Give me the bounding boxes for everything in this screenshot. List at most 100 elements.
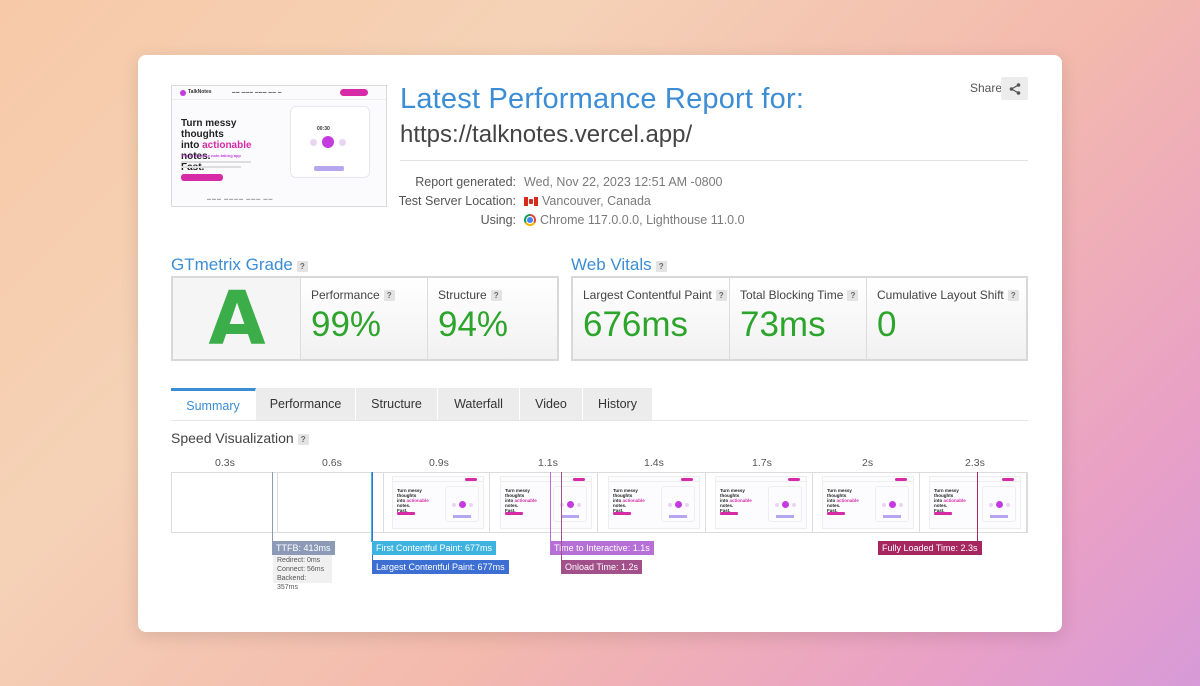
structure-metric: Structure? 94%: [428, 278, 557, 359]
ttfb-backend: Backend: 357ms: [277, 575, 307, 591]
thumb-cta-button: [181, 174, 223, 181]
thumb-headline-2c: notes.: [181, 151, 211, 162]
frame-recorder: [553, 486, 587, 522]
help-icon[interactable]: ?: [1007, 290, 1019, 301]
frame-headline-1: Turn messy thoughts: [827, 488, 852, 498]
speed-visualization-title: Speed Visualization?: [171, 430, 309, 446]
filmstrip-frame[interactable]: Turn messy thoughts into actionable notes…: [384, 473, 490, 532]
help-icon[interactable]: ?: [847, 290, 859, 301]
share-button[interactable]: [1001, 77, 1028, 100]
web-vitals-title: Web Vitals?: [571, 255, 667, 275]
frame-cta: [720, 512, 738, 515]
meta-label-generated: Report generated:: [415, 175, 516, 189]
frame-action-bar: [453, 515, 471, 518]
frame-headline-1: Turn messy thoughts: [720, 488, 745, 498]
frame-page-preview: Turn messy thoughts into actionable notes…: [822, 476, 914, 529]
meta-label-location: Test Server Location:: [398, 194, 516, 208]
filmstrip-frame[interactable]: Turn messy thoughts into actionable notes…: [600, 473, 706, 532]
frame-control-icon: [882, 503, 886, 507]
frame-headline-1: Turn messy thoughts: [505, 488, 530, 498]
ttfb-connect: Connect: 56ms: [277, 566, 325, 573]
frame-headline-2b: actionable: [943, 498, 966, 503]
cls-value: 0: [877, 305, 897, 344]
frame-cta: [505, 512, 523, 515]
frame-control-icon: [577, 503, 581, 507]
time-label: 0.6s: [322, 457, 342, 469]
filmstrip-frame-blank[interactable]: [278, 473, 384, 532]
fcp-marker-line: [371, 472, 372, 542]
report-tabs: Summary Performance Structure Waterfall …: [171, 388, 653, 420]
thumb-mic-icon: [322, 136, 334, 148]
meta-label-using: Using:: [480, 213, 516, 227]
help-icon[interactable]: ?: [297, 434, 309, 445]
frame-control-icon: [560, 503, 564, 507]
divider: [400, 160, 1028, 161]
help-icon[interactable]: ?: [383, 290, 395, 301]
tab-history[interactable]: History: [583, 388, 653, 420]
tab-structure[interactable]: Structure: [356, 388, 438, 420]
frame-headline-3: Fast.: [397, 508, 408, 513]
frame-headline-3: Fast.: [720, 508, 731, 513]
frame-headline: Turn messy thoughts into actionable notes…: [613, 488, 657, 513]
report-url[interactable]: https://talknotes.vercel.app/: [400, 121, 693, 148]
frame-headline: Turn messy thoughts into actionable notes…: [827, 488, 871, 513]
frame-headline-2c: notes.: [720, 503, 734, 508]
tab-waterfall[interactable]: Waterfall: [438, 388, 520, 420]
tab-performance[interactable]: Performance: [256, 388, 356, 420]
filmstrip[interactable]: Turn messy thoughts into actionable notes…: [171, 472, 1028, 533]
ttfb-marker[interactable]: TTFB: 413ms: [272, 541, 335, 555]
frame-control-icon: [792, 503, 796, 507]
frame-headline-2c: notes.: [827, 503, 841, 508]
fully-loaded-marker[interactable]: Fully Loaded Time: 2.3s: [878, 541, 982, 555]
filmstrip-frame[interactable]: Turn messy thoughts into actionable notes…: [921, 473, 1027, 532]
frame-headline: Turn messy thoughts into actionable notes…: [505, 488, 549, 513]
time-label: 0.9s: [429, 457, 449, 469]
frame-action-bar: [990, 515, 1008, 518]
frame-mic-icon: [782, 501, 789, 508]
thumb-timer: 00:30: [317, 126, 330, 132]
structure-value: 94%: [438, 305, 509, 344]
tab-video[interactable]: Video: [520, 388, 583, 420]
frame-headline-2a: into: [934, 498, 944, 503]
filmstrip-frame[interactable]: Turn messy thoughts into actionable notes…: [707, 473, 813, 532]
filmstrip-frame-blank[interactable]: [172, 473, 278, 532]
tabs-underline: [171, 420, 1028, 421]
frame-page-preview: Turn messy thoughts into actionable notes…: [929, 476, 1021, 529]
frame-headline-3: Fast.: [613, 508, 624, 513]
help-icon[interactable]: ?: [715, 290, 727, 301]
frame-page-preview: Turn messy thoughts into actionable notes…: [715, 476, 807, 529]
lcp-marker[interactable]: Largest Contentful Paint: 677ms: [372, 560, 509, 574]
help-icon[interactable]: ?: [296, 261, 308, 272]
tbt-label-text: Total Blocking Time: [740, 288, 844, 302]
gtmetrix-grade-panel: A Performance? 99% Structure? 94%: [171, 276, 559, 362]
frame-nav-button: [895, 478, 907, 481]
frame-nav: [501, 477, 591, 482]
thumb-nav-button: [340, 89, 368, 96]
frame-page-preview: Turn messy thoughts into actionable notes…: [500, 476, 592, 529]
frame-mic-icon: [675, 501, 682, 508]
frame-mic-icon: [567, 501, 574, 508]
grade-letter: A: [208, 276, 266, 362]
frame-headline-2a: into: [720, 498, 730, 503]
help-icon[interactable]: ?: [490, 290, 502, 301]
ttfb-marker-line: [272, 472, 273, 542]
frame-control-icon: [668, 503, 672, 507]
site-screenshot-thumbnail[interactable]: TalkNotes ▬▬ ▬▬▬ ▬▬▬ ▬▬ ▬ Turn messy tho…: [171, 85, 387, 207]
fcp-marker[interactable]: First Contentful Paint: 677ms: [372, 541, 497, 555]
filmstrip-frame[interactable]: Turn messy thoughts into actionable notes…: [492, 473, 598, 532]
report-title: Latest Performance Report for:: [400, 83, 805, 115]
onload-marker[interactable]: Onload Time: 1.2s: [561, 560, 643, 574]
performance-label: Performance?: [311, 288, 395, 302]
frame-headline-1: Turn messy thoughts: [397, 488, 422, 498]
frame-nav: [930, 477, 1020, 482]
web-vitals-label: Web Vitals: [571, 255, 652, 274]
frame-control-icon: [1006, 503, 1010, 507]
frame-recorder: [982, 486, 1016, 522]
frame-headline-3: Fast.: [934, 508, 945, 513]
report-meta-values: Wed, Nov 22, 2023 12:51 AM -0800 Vancouv…: [524, 175, 944, 232]
tti-marker[interactable]: Time to Interactive: 1.1s: [550, 541, 654, 555]
tab-summary[interactable]: Summary: [171, 388, 256, 420]
thumb-action-bar: [314, 166, 344, 171]
help-icon[interactable]: ?: [655, 261, 667, 272]
filmstrip-frame[interactable]: Turn messy thoughts into actionable notes…: [814, 473, 920, 532]
